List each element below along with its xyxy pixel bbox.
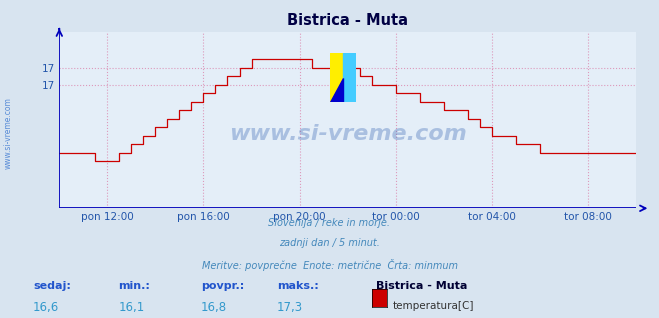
Text: temperatura[C]: temperatura[C] (393, 301, 474, 310)
Title: Bistrica - Muta: Bistrica - Muta (287, 13, 408, 28)
Text: sedaj:: sedaj: (33, 281, 71, 291)
Bar (330, 53, 343, 102)
Text: zadnji dan / 5 minut.: zadnji dan / 5 minut. (279, 238, 380, 248)
Text: www.si-vreme.com: www.si-vreme.com (229, 124, 467, 144)
Polygon shape (330, 78, 343, 102)
Text: maks.:: maks.: (277, 281, 318, 291)
Text: 17,3: 17,3 (277, 301, 303, 314)
Text: 16,8: 16,8 (201, 301, 227, 314)
Text: Meritve: povprečne  Enote: metrične  Črta: minmum: Meritve: povprečne Enote: metrične Črta:… (202, 259, 457, 271)
Text: min.:: min.: (119, 281, 150, 291)
Text: Bistrica - Muta: Bistrica - Muta (376, 281, 467, 291)
Text: povpr.:: povpr.: (201, 281, 244, 291)
Bar (343, 53, 357, 102)
Text: www.si-vreme.com: www.si-vreme.com (3, 98, 13, 169)
Text: 16,1: 16,1 (119, 301, 145, 314)
Text: 16,6: 16,6 (33, 301, 59, 314)
Text: Slovenija / reke in morje.: Slovenija / reke in morje. (268, 218, 391, 228)
